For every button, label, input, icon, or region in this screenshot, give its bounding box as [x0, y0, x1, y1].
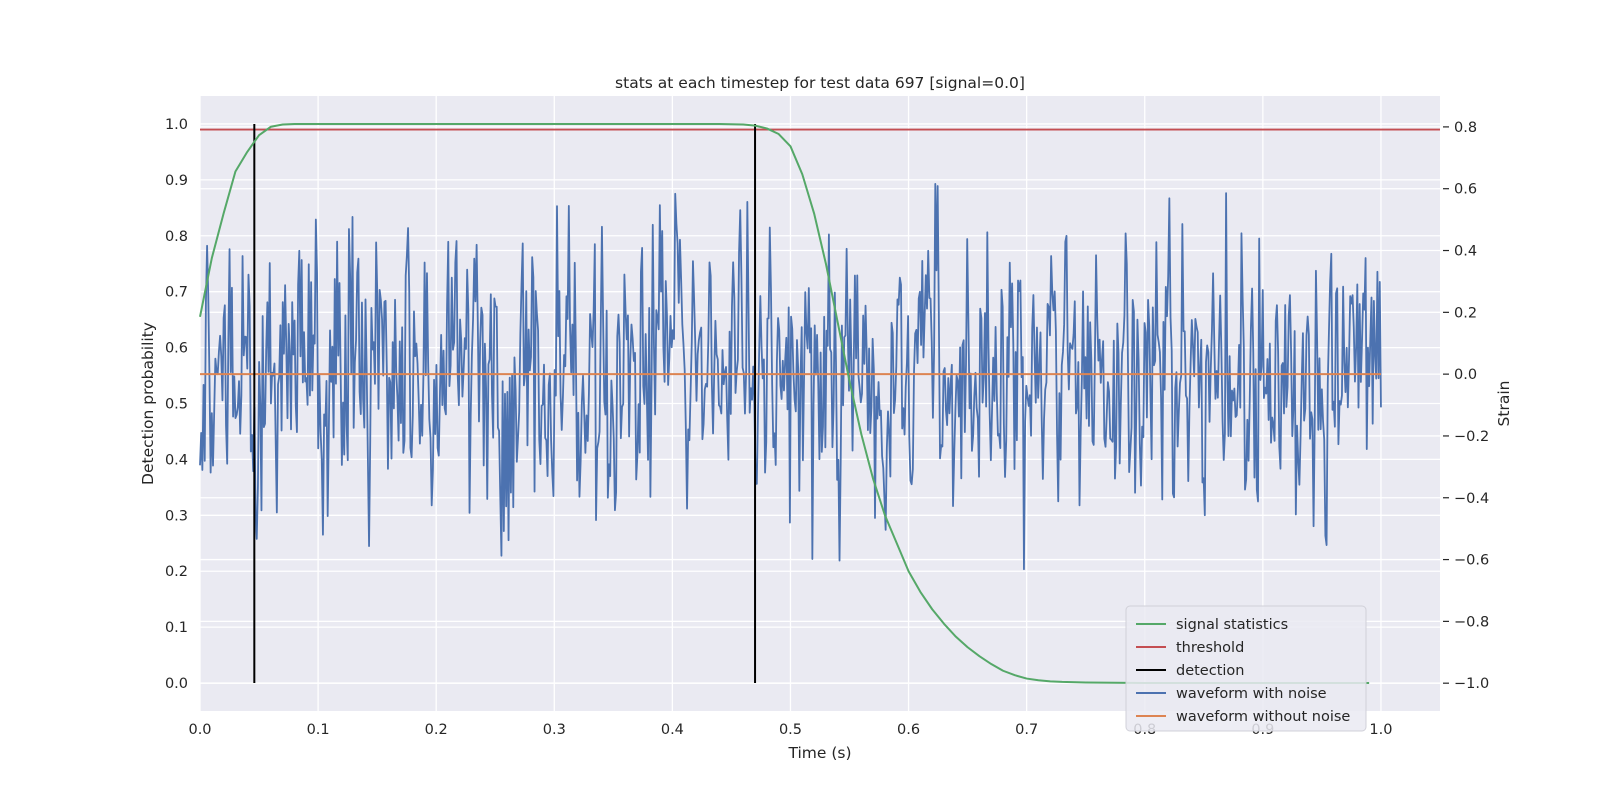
- legend: signal statistics threshold detection wavef…: [1125, 605, 1367, 732]
- legend-entry-label: waveform with noise: [1176, 686, 1327, 702]
- chart-title: stats at each timestep for test data 697…: [615, 74, 1025, 92]
- y-right-tick-label: 0.6: [1454, 182, 1477, 198]
- signal-statistics-line: [199, 122, 1370, 685]
- x-tick-label: 0.7: [1015, 722, 1038, 738]
- y-left-tick-label: 0.0: [165, 676, 188, 692]
- series-layer: [199, 122, 1440, 685]
- y-right-tick-label: −0.2: [1454, 429, 1489, 445]
- legend-entry-label: threshold: [1176, 640, 1244, 656]
- y-left-tick-label: 0.6: [165, 341, 188, 357]
- x-tick-label: 0.2: [425, 722, 448, 738]
- legend-entry-label: detection: [1176, 663, 1244, 679]
- x-tick-label: 0.6: [897, 722, 920, 738]
- legend-entry-label: waveform without noise: [1176, 709, 1350, 725]
- x-tick-label: 0.0: [188, 722, 211, 738]
- waveform-with-noise-line: [199, 182, 1382, 571]
- x-tick-label: 0.4: [661, 722, 684, 738]
- x-axis-label: Time (s): [787, 744, 851, 762]
- y-left-tick-label: 0.5: [165, 397, 188, 413]
- y-right-tick-label: −0.8: [1454, 614, 1489, 630]
- y-left-tick-label: 0.3: [165, 508, 188, 524]
- y-left-tick-label: 0.1: [165, 620, 188, 636]
- y-left-tick-label: 0.8: [165, 229, 188, 245]
- y-right-tick-label: 0.0: [1454, 367, 1477, 383]
- y-right-tick-label: 0.4: [1454, 244, 1477, 260]
- y-right-tick-label: −0.4: [1454, 491, 1489, 507]
- axes: 0.0 0.1 0.2 0.3 0.4 0.5 0.6 0.7 0.8 0.9 1.0 0.0 0.1 0…: [165, 117, 1489, 738]
- y-left-tick-label: 0.9: [165, 173, 188, 189]
- y-right-tick-label: 0.8: [1454, 120, 1477, 136]
- legend-box: [1125, 605, 1367, 732]
- legend-entry-label: signal statistics: [1176, 617, 1288, 633]
- y-right-tick-label: −0.6: [1454, 553, 1489, 569]
- x-tick-label: 0.3: [543, 722, 566, 738]
- x-tick-label: 1.0: [1369, 722, 1392, 738]
- x-tick-label: 0.1: [307, 722, 330, 738]
- y-left-tick-label: 0.4: [165, 452, 188, 468]
- y-left-tick-label: 0.7: [165, 285, 188, 301]
- y-axis-right-label: Strain: [1495, 381, 1513, 427]
- y-left-tick-label: 0.2: [165, 564, 188, 580]
- y-right-tick-label: 0.2: [1454, 305, 1477, 321]
- y-axis-left-label: Detection probability: [139, 322, 157, 485]
- y-right-tick-label: −1.0: [1454, 676, 1489, 692]
- y-left-tick-label: 1.0: [165, 117, 188, 133]
- x-tick-label: 0.5: [779, 722, 802, 738]
